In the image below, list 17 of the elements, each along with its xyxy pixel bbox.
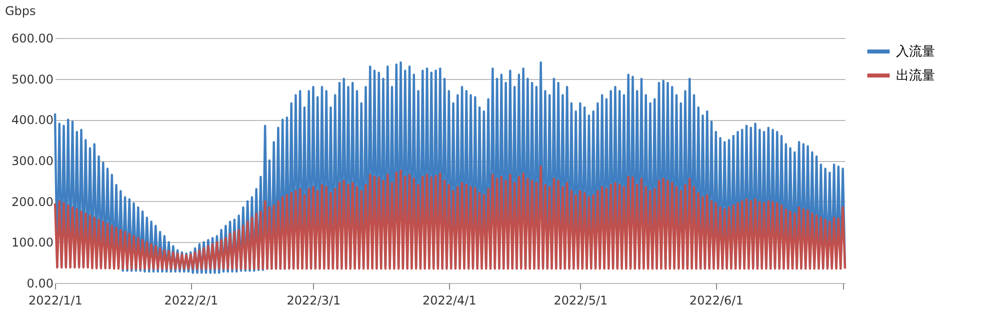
legend-label: 出流量: [896, 68, 935, 84]
x-tick-label: 2022/5/1: [554, 294, 608, 308]
y-tick-label: 400.00: [12, 113, 54, 128]
y-tick-label: 0.00: [26, 276, 54, 290]
x-tick-label: 2022/4/1: [422, 294, 476, 308]
x-tick-label: 2022/6/1: [689, 294, 744, 308]
x-tick-label: 2022/2/1: [164, 294, 218, 308]
y-tick-label: 300.00: [12, 154, 54, 168]
line-series: [54, 166, 846, 270]
y-tick-label: 200.00: [12, 194, 54, 209]
y-tick-label: 500.00: [12, 72, 54, 86]
legend-label: 入流量: [896, 44, 935, 60]
y-tick-label: 100.00: [12, 236, 54, 250]
x-tick-label: 2022/1/1: [28, 294, 82, 308]
y-axis-title: Gbps: [5, 4, 36, 18]
x-tick-label: 2022/3/1: [286, 294, 341, 308]
y-tick-label: 600.00: [12, 32, 54, 46]
